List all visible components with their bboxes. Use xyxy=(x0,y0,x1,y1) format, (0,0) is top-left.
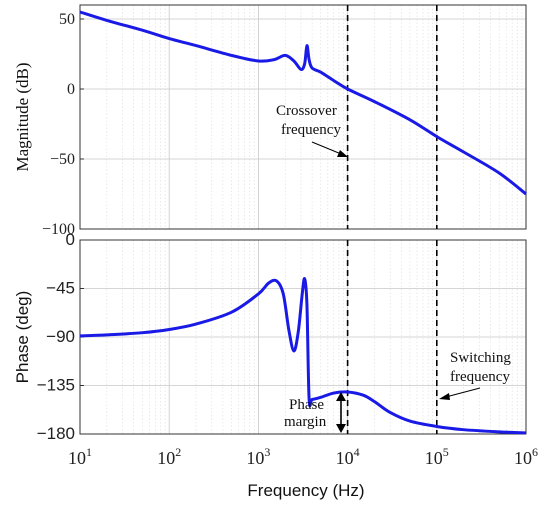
crossover-arrowhead xyxy=(337,150,348,157)
y-tick-label: 50 xyxy=(59,11,75,28)
crossover-label-line-1: Crossover xyxy=(276,103,337,119)
y-tick-label: −180 xyxy=(37,424,75,443)
phase-y-ticks: −180 −135 −90 −45 0 xyxy=(37,230,84,443)
frequency-axis-label: Frequency (Hz) xyxy=(247,481,364,500)
crossover-annotation: Crossover frequency xyxy=(276,103,348,157)
x-tick-labels: 101 102 103 104 105 106 xyxy=(68,445,538,468)
phase-margin-label-line-1: Phase xyxy=(289,397,324,413)
x-tick-label: 106 xyxy=(514,445,538,468)
x-tick-label: 102 xyxy=(157,445,181,468)
switching-label-line-2: frequency xyxy=(450,369,510,385)
x-tick-label: 101 xyxy=(68,445,92,468)
phase-margin-label-line-2: margin xyxy=(284,414,327,430)
y-tick-label: −50 xyxy=(50,151,75,168)
magnitude-y-ticks: −100 −50 0 50 xyxy=(42,11,84,238)
magnitude-plot-frame xyxy=(79,4,527,230)
y-tick-label: −100 xyxy=(42,221,75,238)
phase-series-line xyxy=(79,277,527,435)
switching-arrowhead xyxy=(439,393,450,400)
y-tick-label: −45 xyxy=(46,279,75,298)
switching-annotation: Switching frequency xyxy=(439,350,511,400)
magnitude-grid xyxy=(79,5,526,230)
reference-lines xyxy=(346,5,438,434)
phase-margin-arrowhead-up xyxy=(336,392,346,401)
x-tick-label: 103 xyxy=(246,445,270,468)
y-tick-label: −90 xyxy=(46,327,75,346)
y-tick-label: 0 xyxy=(66,230,75,249)
phase-margin-annotation: Phase margin xyxy=(284,392,346,433)
y-tick-label: −135 xyxy=(37,376,75,395)
magnitude-axis-label: Magnitude (dB) xyxy=(13,62,32,171)
crossover-label-line-2: frequency xyxy=(281,122,341,138)
x-tick-label: 104 xyxy=(336,445,360,468)
magnitude-series-line xyxy=(79,10,527,196)
x-tick-label: 105 xyxy=(425,445,449,468)
y-tick-label: 0 xyxy=(67,81,75,98)
phase-margin-arrowhead-down xyxy=(336,424,346,433)
phase-axis-label: Phase (deg) xyxy=(13,291,32,384)
switching-label-line-1: Switching xyxy=(450,350,511,366)
